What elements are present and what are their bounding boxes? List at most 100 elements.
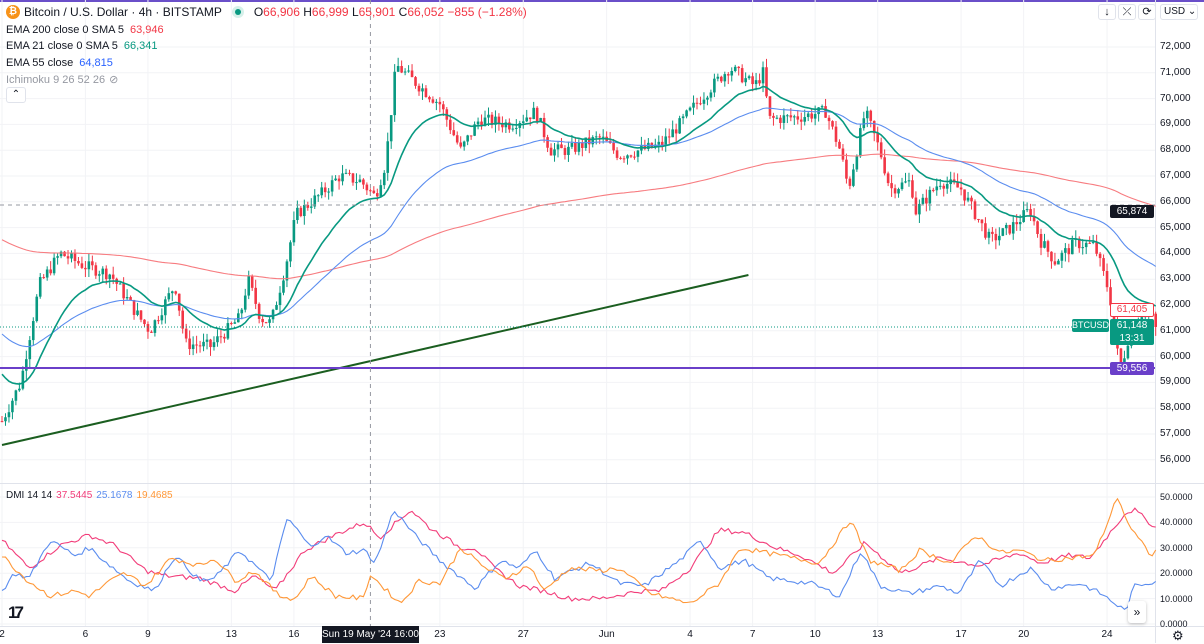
candle-body [862, 118, 866, 129]
candle-body [35, 296, 39, 322]
candle-body [904, 181, 907, 183]
indicator-ema21[interactable]: EMA 21 close 0 SMA 5 66,341 [6, 40, 158, 52]
candle-body [918, 203, 921, 215]
symbol-legend[interactable]: ₿ Bitcoin / U.S. Dollar · 4h · BITSTAMP … [6, 5, 527, 19]
candle-body [594, 136, 598, 138]
collapse-pane-button[interactable]: ⤫ [1118, 4, 1136, 20]
candle-body [136, 310, 139, 315]
tradingview-logo[interactable]: 17 [8, 603, 24, 622]
candle-body [838, 141, 841, 149]
dmi-axis-label: 50.0000 [1160, 492, 1193, 502]
candle-body [327, 191, 330, 193]
candle-body [410, 70, 414, 78]
candle-body [758, 80, 761, 84]
candle-body [932, 189, 935, 191]
candle-body [66, 256, 70, 259]
candle-body [42, 277, 45, 279]
hidden-eye-icon[interactable]: ⊘ [109, 74, 119, 86]
trendline[interactable] [1, 274, 749, 446]
candle-body [195, 344, 198, 346]
indicator-ema200[interactable]: EMA 200 close 0 SMA 5 63,946 [6, 24, 164, 36]
price-axis-label: 70,000 [1160, 92, 1191, 104]
candle-body [365, 184, 369, 191]
scroll-down-button[interactable]: ↓ [1098, 4, 1116, 20]
candle-body [414, 77, 417, 86]
candle-body [455, 135, 459, 143]
candle-body [501, 123, 504, 128]
candle-body [820, 106, 824, 108]
candle-body [21, 370, 25, 389]
collapse-legend-button[interactable]: ⌃ [6, 87, 26, 103]
price-axis-label: 65,000 [1160, 221, 1191, 233]
candle-body [886, 173, 890, 184]
candle-body [358, 179, 362, 183]
indicator-ema55[interactable]: EMA 55 close 64,815 [6, 57, 113, 69]
currency-select[interactable]: USD ⌄ [1160, 4, 1198, 20]
candle-body [633, 156, 636, 158]
candle-body [1067, 248, 1071, 255]
dmi-di-line[interactable] [1, 497, 1157, 604]
candle-body [362, 179, 365, 185]
scroll-to-realtime-button[interactable]: » [1128, 601, 1146, 623]
candle-body [494, 116, 497, 125]
candle-body [532, 107, 535, 120]
candle-body [18, 388, 21, 391]
candle-body [1032, 216, 1036, 222]
candle-body [28, 340, 32, 360]
candle-body [945, 184, 949, 189]
candle-body [459, 142, 462, 147]
candle-body [935, 186, 939, 191]
candle-body [341, 173, 344, 182]
candle-body [1077, 238, 1081, 249]
price-axis-label: 62,000 [1160, 299, 1191, 310]
candle-body [285, 261, 289, 281]
candle-body [94, 265, 98, 276]
candle-body [424, 88, 428, 98]
candle-body [914, 197, 918, 215]
candle-body [1071, 239, 1074, 255]
dmi-di-line[interactable] [1, 510, 1157, 610]
indicator-ichimoku[interactable]: Ichimoku 9 26 52 26 ⊘ [6, 73, 119, 87]
candle-body [1025, 209, 1029, 211]
time-axis-label: 20 [1018, 629, 1030, 640]
dmi-adx-line[interactable] [1, 507, 1156, 602]
time-axis-label: 13 [225, 629, 237, 640]
candle-body [469, 135, 473, 137]
ema200-line[interactable] [1, 153, 1156, 280]
candle-body [549, 147, 553, 156]
candle-body [619, 157, 622, 159]
candle-body [1039, 233, 1043, 248]
reset-view-button[interactable]: ⟳ [1138, 4, 1156, 20]
candle-body [994, 233, 998, 241]
candle-body [316, 195, 320, 197]
time-axis-label: 27 [517, 629, 529, 640]
dmi-legend[interactable]: DMI 14 14 37.5445 25.1678 19.4685 [6, 490, 173, 501]
candle-body [243, 295, 247, 310]
settings-gear-icon[interactable]: ⚙ [1172, 628, 1184, 643]
price-axis-label: 60,000 [1160, 350, 1191, 362]
ema21-line[interactable] [1, 85, 1157, 385]
candle-body [87, 261, 91, 270]
candle-body [292, 220, 296, 243]
candle-body [813, 114, 817, 119]
candle-body [667, 136, 671, 138]
candle-body [883, 157, 886, 174]
candle-body [716, 76, 720, 79]
candle-body [282, 280, 285, 293]
candle-body [1050, 251, 1053, 262]
candle-body [247, 276, 251, 296]
candle-body [1105, 271, 1109, 288]
candle-body [831, 121, 834, 127]
candle-body [209, 339, 212, 348]
candle-body [1102, 258, 1105, 272]
time-axis-label: 7 [749, 629, 756, 640]
candle-body [671, 129, 674, 138]
candle-body [747, 76, 751, 79]
candle-body [63, 251, 66, 257]
ema55-line[interactable] [1, 107, 1157, 348]
candle-body [956, 182, 959, 188]
candle-body [1064, 248, 1067, 253]
candle-body [382, 172, 386, 186]
candle-body [4, 417, 7, 422]
